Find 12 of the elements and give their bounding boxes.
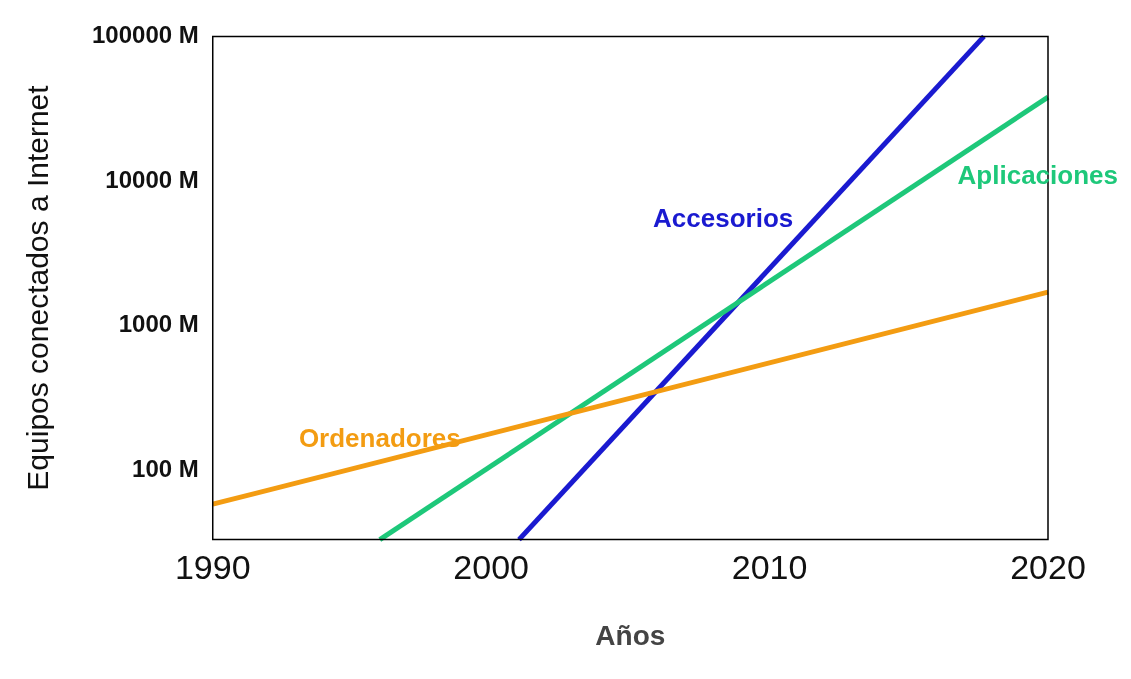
- series-label: Ordenadores: [298, 422, 461, 453]
- x-tick-label: 1990: [174, 548, 251, 587]
- y-tick-label: 100 M: [132, 454, 199, 482]
- y-axis-title: Equipos conectados a Internet: [21, 84, 55, 491]
- x-tick-label: 2020: [1010, 548, 1086, 587]
- x-axis-title: Años: [595, 619, 666, 651]
- x-tick-label: 2000: [453, 548, 529, 587]
- x-tick-label: 2010: [731, 548, 808, 587]
- y-tick-label: 1000 M: [118, 310, 199, 338]
- series-label: Accesorios: [653, 202, 794, 233]
- y-tick-label: 100000 M: [92, 21, 199, 49]
- y-tick-label: 10000 M: [105, 165, 199, 193]
